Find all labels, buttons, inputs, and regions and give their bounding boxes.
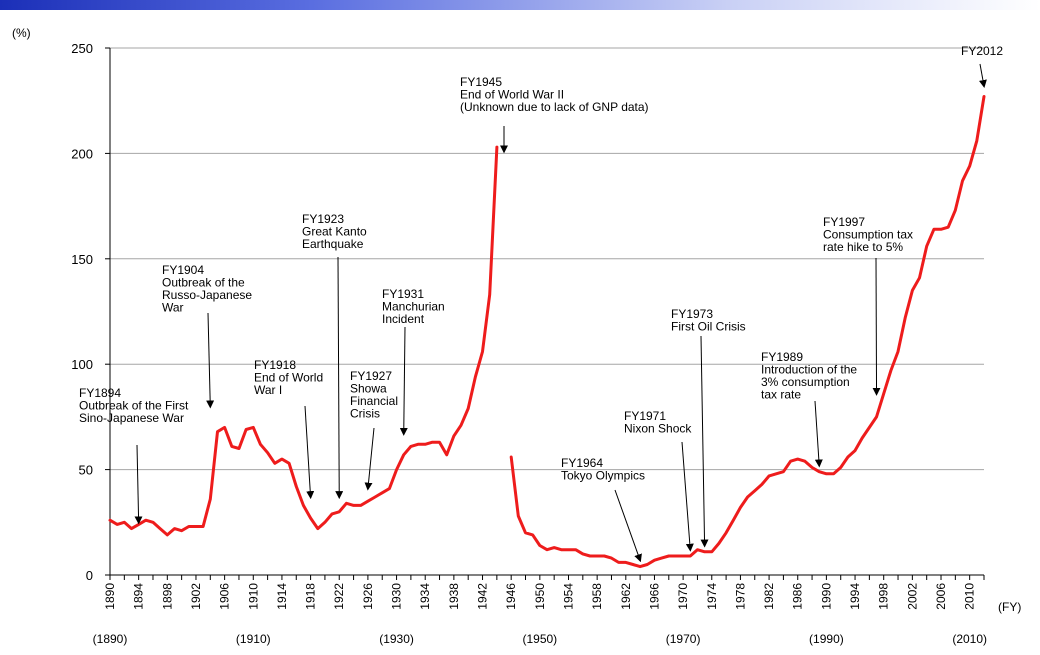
annotation-fy1927-line-4: Crisis — [350, 407, 380, 421]
annotation-fy1964-line-2: Tokyo Olympics — [561, 469, 645, 483]
x-tick-label-1978: 1978 — [733, 583, 747, 610]
x-tick-label-1942: 1942 — [476, 583, 490, 610]
annotation-arrow-fy1971 — [681, 441, 694, 552]
x-tick-label-1966: 1966 — [647, 583, 661, 610]
annotation-arrow-fy1904 — [206, 312, 215, 409]
annotation-fy1989-line-2: Introduction of the — [761, 363, 857, 377]
annotation-fy1945-line-3: (Unknown due to lack of GNP data) — [460, 100, 649, 114]
x-tick-label-1894: 1894 — [132, 583, 146, 610]
annotation-arrow-fy2012 — [978, 63, 987, 89]
annotation-fy1964-line-1: FY1964 — [561, 456, 603, 470]
decade-label-1930: (1930) — [379, 632, 414, 646]
annotation-arrow-fy1997 — [872, 257, 881, 396]
annotation-fy1923-line-1: FY1923 — [302, 212, 344, 226]
annotation-fy1973-line-2: First Oil Crisis — [671, 320, 746, 334]
annotation-fy1973-line-1: FY1973 — [671, 307, 713, 321]
y-axis-unit-label: (%) — [12, 26, 31, 40]
annotation-fy1923-line-2: Great Kanto — [302, 225, 367, 239]
x-tick-label-1974: 1974 — [705, 583, 719, 610]
annotation-arrow-fy1989 — [814, 400, 823, 468]
x-tick-label-1982: 1982 — [762, 583, 776, 610]
annotation-fy1989-line-4: tax rate — [761, 388, 801, 402]
annotation-fy1927-line-2: Showa — [350, 382, 387, 396]
x-tick-label-1946: 1946 — [504, 583, 518, 610]
x-tick-label-1890: 1890 — [103, 583, 117, 610]
decade-label-1990: (1990) — [809, 632, 844, 646]
x-tick-label-2010: 2010 — [963, 583, 977, 610]
annotation-arrow-fy1973 — [700, 335, 709, 548]
annotation-fy1989-line-3: 3% consumption — [761, 375, 850, 389]
x-tick-label-1986: 1986 — [791, 583, 805, 610]
x-tick-label-1930: 1930 — [390, 583, 404, 610]
debt-ratio-series-segment-1 — [108, 145, 499, 537]
annotation-fy1931-line-3: Incident — [382, 312, 425, 326]
y-tick-label-0: 0 — [86, 568, 93, 583]
x-tick-label-2002: 2002 — [905, 583, 919, 610]
decade-label-2010: (2010) — [952, 632, 987, 646]
annotation-fy1904-line-3: Russo-Japanese — [162, 288, 252, 302]
y-tick-label-150: 150 — [71, 252, 93, 267]
x-tick-label-1998: 1998 — [877, 583, 891, 610]
annotation-fy1971-line-2: Nixon Shock — [624, 422, 692, 436]
title-banner-bar — [0, 0, 1040, 10]
annotation-fy1894-line-2: Outbreak of the First — [79, 399, 189, 413]
y-tick-label-250: 250 — [71, 41, 93, 56]
x-tick-label-1954: 1954 — [561, 583, 575, 610]
y-tick-label-100: 100 — [71, 357, 93, 372]
annotation-arrow-fy1931 — [399, 326, 408, 436]
x-tick-label-1958: 1958 — [590, 583, 604, 610]
annotation-fy1904-line-2: Outbreak of the — [162, 276, 245, 290]
x-tick-label-1898: 1898 — [160, 583, 174, 610]
x-tick-label-1926: 1926 — [361, 583, 375, 610]
x-tick-label-1934: 1934 — [418, 583, 432, 610]
x-tick-label-1914: 1914 — [275, 583, 289, 610]
annotation-fy1945-line-2: End of World War II — [460, 88, 564, 102]
x-tick-label-1922: 1922 — [332, 583, 346, 610]
y-tick-label-50: 50 — [79, 463, 93, 478]
annotation-fy1918-line-3: War I — [254, 383, 282, 397]
annotation-fy1904-line-4: War — [162, 301, 184, 315]
x-tick-label-1990: 1990 — [819, 583, 833, 610]
x-tick-label-1970: 1970 — [676, 583, 690, 610]
annotation-fy1918-line-1: FY1918 — [254, 358, 296, 372]
x-tick-label-1938: 1938 — [447, 583, 461, 610]
x-axis-unit-label: (FY) — [998, 600, 1021, 614]
annotation-fy1894-line-1: FY1894 — [79, 386, 121, 400]
annotation-fy1989-line-1: FY1989 — [761, 350, 803, 364]
annotation-fy1923-line-3: Earthquake — [302, 237, 364, 251]
annotation-fy1945-line-1: FY1945 — [460, 75, 502, 89]
annotation-fy1997-line-1: FY1997 — [823, 215, 865, 229]
decade-label-1890: (1890) — [93, 632, 128, 646]
annotation-arrow-fy1894 — [134, 444, 143, 525]
annotation-arrow-fy1927 — [364, 427, 375, 491]
annotation-fy1997-line-2: Consumption tax — [823, 228, 913, 242]
annotation-fy1997-line-3: rate hike to 5% — [823, 240, 903, 254]
x-tick-label-1902: 1902 — [189, 583, 203, 610]
annotation-fy1918-line-2: End of World — [254, 371, 323, 385]
x-tick-label-1918: 1918 — [304, 583, 318, 610]
decade-label-1970: (1970) — [666, 632, 701, 646]
x-tick-label-2006: 2006 — [934, 583, 948, 610]
x-tick-label-1994: 1994 — [848, 583, 862, 610]
x-tick-label-1950: 1950 — [533, 583, 547, 610]
x-tick-label-1910: 1910 — [246, 583, 260, 610]
annotation-fy1927-line-1: FY1927 — [350, 369, 392, 383]
annotation-arrow-fy1964 — [614, 489, 642, 563]
decade-label-1950: (1950) — [522, 632, 557, 646]
annotation-fy1927-line-3: Financial — [350, 394, 398, 408]
debt-ratio-series-segment-2 — [509, 95, 986, 569]
x-tick-label-1906: 1906 — [218, 583, 232, 610]
annotation-fy2012-line-1: FY2012 — [961, 44, 1003, 58]
annotation-fy1931-line-1: FY1931 — [382, 287, 424, 301]
annotation-fy1904-line-1: FY1904 — [162, 263, 204, 277]
annotation-arrow-fy1923 — [335, 256, 344, 500]
y-tick-label-200: 200 — [71, 146, 93, 161]
decade-label-1910: (1910) — [236, 632, 271, 646]
annotation-fy1931-line-2: Manchurian — [382, 300, 445, 314]
annotation-fy1894-line-3: Sino-Japanese War — [79, 411, 184, 425]
annotation-fy1971-line-1: FY1971 — [624, 409, 666, 423]
x-tick-label-1962: 1962 — [619, 583, 633, 610]
annotation-arrow-fy1918 — [304, 405, 315, 500]
